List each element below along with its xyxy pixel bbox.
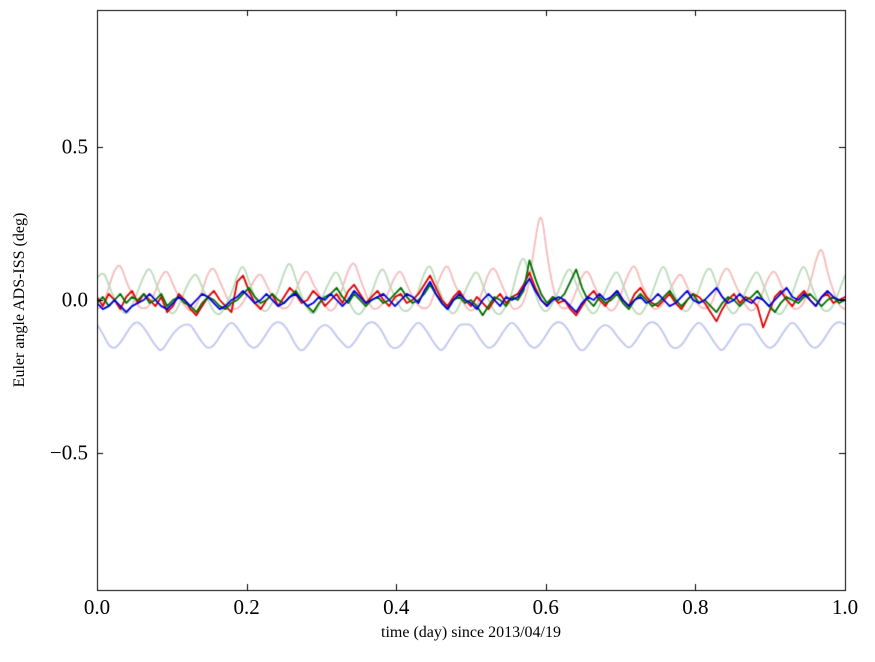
y-tick-label: −0.5 [49,440,88,465]
x-tick-label: 0.2 [233,595,260,619]
x-axis-label: time (day) since 2013/04/19 [381,624,561,641]
x-tick-label: 1.0 [831,595,859,619]
y-tick-label: 0.0 [61,287,88,312]
x-tick-label: 0.8 [682,595,709,619]
x-tick-label: 0.6 [532,595,559,619]
x-tick-label: 0.4 [383,595,410,619]
y-tick-label: 0.5 [61,134,88,159]
y-axis-label: Euler angle ADS-ISS (deg) [11,212,28,388]
x-tick-label: 0.0 [83,595,111,619]
